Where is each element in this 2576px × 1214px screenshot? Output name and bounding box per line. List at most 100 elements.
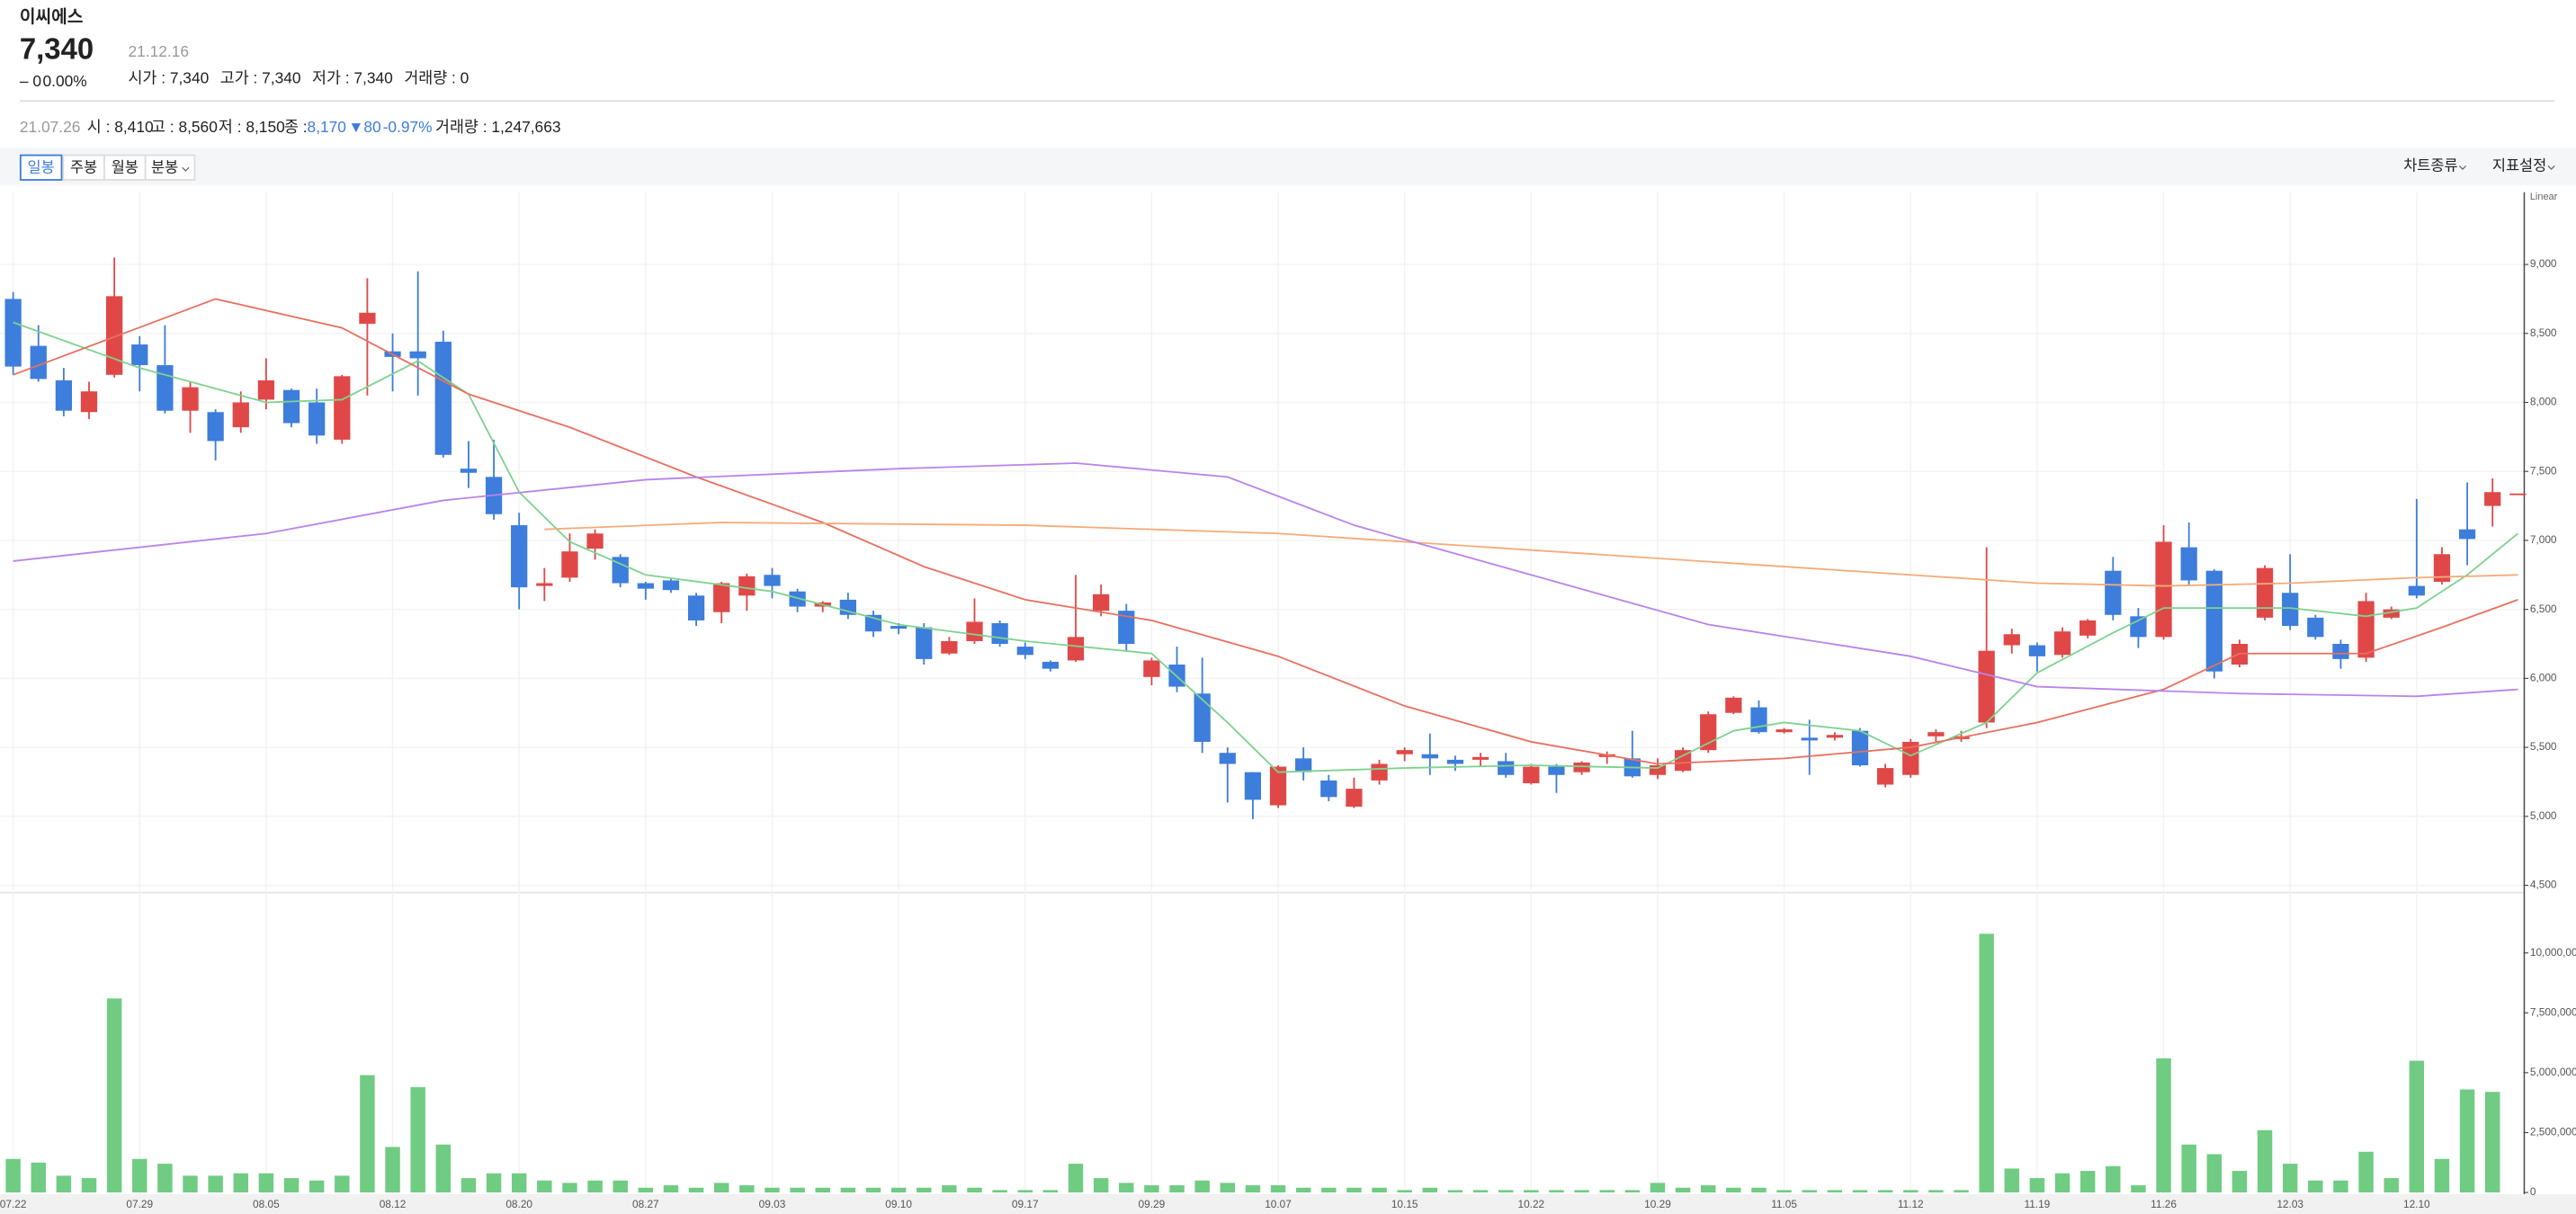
volume-bar — [435, 1144, 452, 1193]
volume-bar — [2308, 1180, 2323, 1193]
period-button[interactable] — [103, 154, 147, 181]
volume-bar — [31, 1162, 46, 1193]
volume-bar — [157, 1164, 173, 1193]
x-tick-label: 09.17 — [1012, 1198, 1039, 1210]
volume-bar — [1372, 1187, 1387, 1193]
candle-body — [2105, 570, 2122, 615]
volume-bar — [688, 1187, 704, 1193]
period-button[interactable] — [144, 154, 196, 181]
x-tick-label: 11.05 — [1771, 1198, 1797, 1210]
volume-bar — [2409, 1060, 2425, 1193]
scale-label: Linear — [2530, 192, 2558, 202]
candle-body — [612, 557, 629, 584]
volume-bar — [360, 1075, 375, 1193]
candle-body — [1396, 750, 1413, 754]
candle-body — [2256, 567, 2274, 618]
volume-bar — [233, 1173, 248, 1193]
legend-item: 시 : 8,410 — [87, 118, 154, 136]
candle-body — [2180, 547, 2197, 581]
x-tick-label: 08.27 — [632, 1198, 659, 1210]
y-tick-label: 4,500 — [2530, 879, 2557, 891]
candle-body — [1067, 637, 1085, 661]
toolbar — [0, 147, 2576, 186]
period-label[interactable]: 월봉 — [112, 160, 139, 176]
dropdown-icon — [2458, 165, 2467, 171]
candle-body — [182, 387, 199, 411]
volume-bar — [1144, 1185, 1159, 1193]
x-tick-label: 11.19 — [2024, 1198, 2050, 1210]
volume-bar — [335, 1175, 350, 1193]
candle-body — [4, 299, 22, 367]
volume-bar — [942, 1185, 957, 1193]
y-tick-label: 2,500,000 — [2530, 1126, 2576, 1138]
candle-body — [1371, 763, 1388, 781]
candle-body — [1498, 761, 1515, 775]
volume-bar — [106, 998, 122, 1193]
x-tick-label: 08.12 — [380, 1198, 407, 1210]
volume-bar — [1220, 1183, 1236, 1193]
candle-body — [916, 627, 933, 659]
volume-bar — [1042, 1190, 1059, 1193]
x-tick-label: 09.03 — [759, 1198, 786, 1210]
menu-label[interactable]: 차트종류 — [2403, 158, 2457, 174]
candle-body — [1093, 594, 1110, 611]
volume-bar — [1119, 1183, 1134, 1193]
volume-bar — [1928, 1190, 1944, 1193]
volume-bar — [790, 1187, 805, 1193]
candle-body — [511, 525, 528, 588]
candle-body — [1118, 611, 1135, 645]
candle-body — [2130, 616, 2147, 638]
volume-bar — [1599, 1190, 1614, 1193]
price-change: – 0 — [20, 72, 41, 90]
candle-body — [1194, 693, 1211, 742]
x-tick-label: 10.07 — [1265, 1198, 1292, 1210]
candle-body — [764, 575, 781, 586]
volume-bar — [1321, 1187, 1337, 1193]
period-button[interactable] — [19, 154, 63, 181]
menu-label[interactable]: 지표설정 — [2492, 158, 2546, 174]
y-tick-label: 6,000 — [2530, 672, 2557, 684]
candle-body — [409, 351, 426, 359]
volume-bar — [638, 1187, 654, 1193]
candle-body — [334, 376, 351, 440]
volume-bar — [1169, 1185, 1185, 1193]
y-tick-label: 8,500 — [2530, 326, 2557, 339]
dropdown-icon — [2547, 165, 2555, 171]
volume-bar — [815, 1187, 830, 1193]
candle-body — [941, 640, 958, 654]
volume-bar — [1194, 1180, 1210, 1193]
volume-bar — [2181, 1144, 2196, 1193]
candle-body — [1346, 789, 1363, 808]
x-tick-label: 08.20 — [505, 1198, 532, 1210]
volume-bar — [2333, 1180, 2348, 1193]
candle-body — [1269, 766, 1287, 806]
volume-bar — [2484, 1092, 2500, 1193]
candle-body — [1523, 766, 1540, 783]
candle-body — [2332, 644, 2349, 659]
volume-bar — [2029, 1178, 2045, 1193]
period-label[interactable]: 주봉 — [70, 160, 97, 176]
period-label[interactable]: 일봉 — [28, 160, 55, 176]
volume-bar — [713, 1183, 729, 1193]
candle-body — [2028, 645, 2046, 656]
volume-bar — [992, 1190, 1007, 1193]
volume-bar — [562, 1183, 577, 1193]
period-button[interactable] — [62, 154, 105, 181]
volume-bar — [1624, 1190, 1641, 1193]
moving-average-line — [13, 298, 2518, 765]
x-tick-label: 10.29 — [1644, 1198, 1671, 1210]
candle-body — [2282, 593, 2299, 627]
candle-body — [232, 402, 249, 428]
candle-body — [1244, 772, 1262, 800]
candle-body — [687, 595, 705, 620]
volume-bar — [587, 1180, 603, 1193]
volume-bar — [2106, 1165, 2121, 1193]
volume-bar — [663, 1185, 679, 1193]
candle-body — [257, 379, 275, 400]
period-label[interactable]: 분봉 — [151, 160, 178, 176]
volume-bar — [2459, 1089, 2475, 1193]
x-tick-label: 12.10 — [2403, 1198, 2430, 1210]
candle-body — [105, 296, 123, 375]
